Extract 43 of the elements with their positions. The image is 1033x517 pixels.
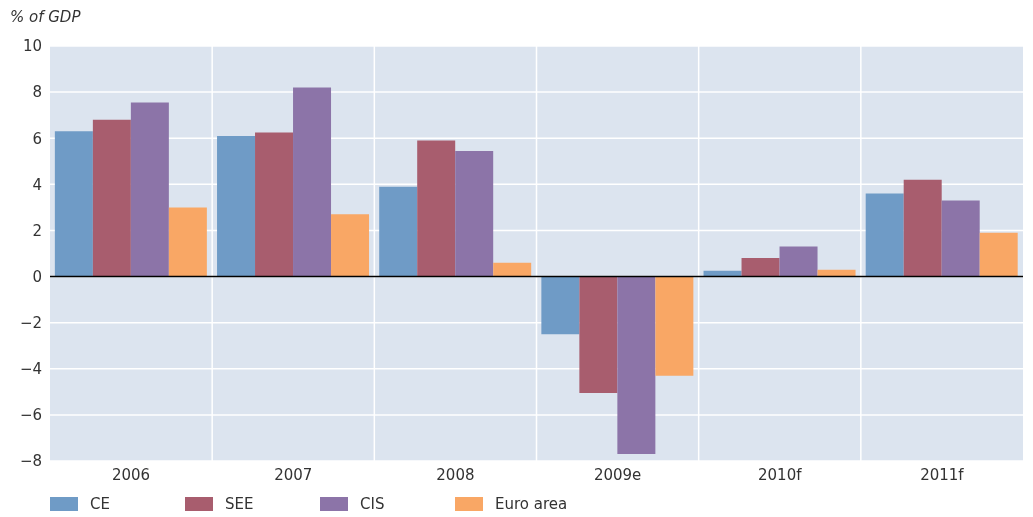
- bar: [168, 207, 207, 277]
- x-tick-label: 2008: [436, 465, 475, 484]
- y-tick-label: 6: [32, 129, 42, 148]
- bar: [779, 246, 818, 277]
- bar: [379, 186, 418, 277]
- bar: [217, 135, 256, 277]
- y-tick-label: 4: [32, 175, 42, 194]
- legend-label: CE: [90, 495, 110, 513]
- x-tick-label: 2009e: [593, 465, 642, 484]
- y-axis-title: % of GDP: [10, 8, 81, 26]
- bar: [92, 119, 131, 277]
- y-tick-label: 2: [32, 221, 42, 240]
- bar: [579, 276, 618, 393]
- bar: [741, 258, 780, 277]
- bar: [54, 131, 93, 277]
- bar: [903, 179, 942, 277]
- bar: [979, 232, 1018, 277]
- bar: [417, 140, 456, 277]
- legend-label: CIS: [360, 495, 385, 513]
- y-tick-label: −2: [19, 313, 42, 332]
- bar: [865, 193, 904, 277]
- bar: [455, 150, 494, 277]
- legend-label: SEE: [225, 495, 254, 513]
- y-tick-label: −4: [19, 360, 42, 379]
- bar: [941, 200, 980, 277]
- bar: [255, 132, 294, 277]
- bar: [655, 276, 694, 376]
- x-tick-label: 2010f: [758, 465, 803, 484]
- x-tick-label: 2007: [274, 465, 313, 484]
- y-tick-label: −6: [19, 406, 42, 425]
- bar: [493, 262, 532, 277]
- y-tick-label: 10: [22, 37, 42, 56]
- bar: [617, 276, 656, 455]
- bar: [293, 87, 332, 277]
- x-tick-label: 2006: [111, 465, 151, 484]
- x-tick-label: 2011f: [920, 465, 965, 484]
- legend-label: Euro area: [495, 495, 568, 513]
- y-tick-label: 0: [32, 267, 42, 286]
- bar: [130, 102, 169, 277]
- bar: [331, 214, 370, 277]
- bar: [541, 276, 580, 335]
- y-tick-label: 8: [32, 83, 42, 102]
- y-tick-label: −8: [19, 452, 42, 471]
